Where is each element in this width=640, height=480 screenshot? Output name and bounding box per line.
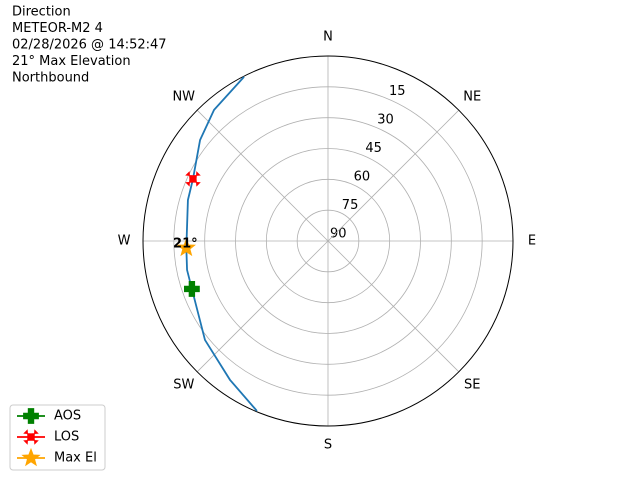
angle-tick-label: W	[118, 234, 131, 249]
angle-tick-label: NW	[172, 89, 195, 104]
legend-marker	[23, 408, 39, 424]
angle-tick-label: NE	[463, 89, 481, 104]
legend-label: AOS	[54, 409, 81, 424]
grid-spoke	[196, 240, 329, 373]
marker-star	[176, 237, 196, 257]
angle-tick-label: N	[323, 30, 333, 45]
angle-tick-label: SW	[173, 378, 194, 393]
marker-x	[185, 171, 201, 187]
title-line: 02/28/2026 @ 14:52:47	[12, 38, 167, 53]
title-line: Northbound	[12, 71, 89, 86]
grid-spoke	[327, 240, 460, 373]
legend-label: Max El	[54, 451, 97, 466]
r-tick-label: 75	[342, 198, 359, 213]
grid-spoke	[196, 109, 329, 242]
r-tick-label: 45	[365, 141, 382, 156]
r-tick-label: 60	[354, 170, 371, 185]
title-line: 21° Max Elevation	[12, 54, 131, 69]
r-tick-label: 15	[389, 84, 406, 99]
r-tick-label: 30	[377, 113, 394, 128]
angle-tick-label: SE	[464, 378, 480, 393]
legend-marker	[23, 429, 39, 445]
r-tick-label: 90	[330, 227, 347, 242]
angle-tick-label: S	[324, 438, 332, 453]
polar-frame	[142, 55, 514, 427]
marker-plus	[183, 281, 200, 297]
legend-label: LOS	[54, 430, 79, 445]
title-line: Direction	[12, 5, 71, 20]
grid-spoke	[327, 109, 460, 242]
angle-tick-label: E	[528, 234, 536, 249]
title-line: METEOR-M2 4	[12, 21, 103, 36]
value-label: 21°	[173, 236, 198, 251]
legend-marker	[21, 447, 41, 467]
